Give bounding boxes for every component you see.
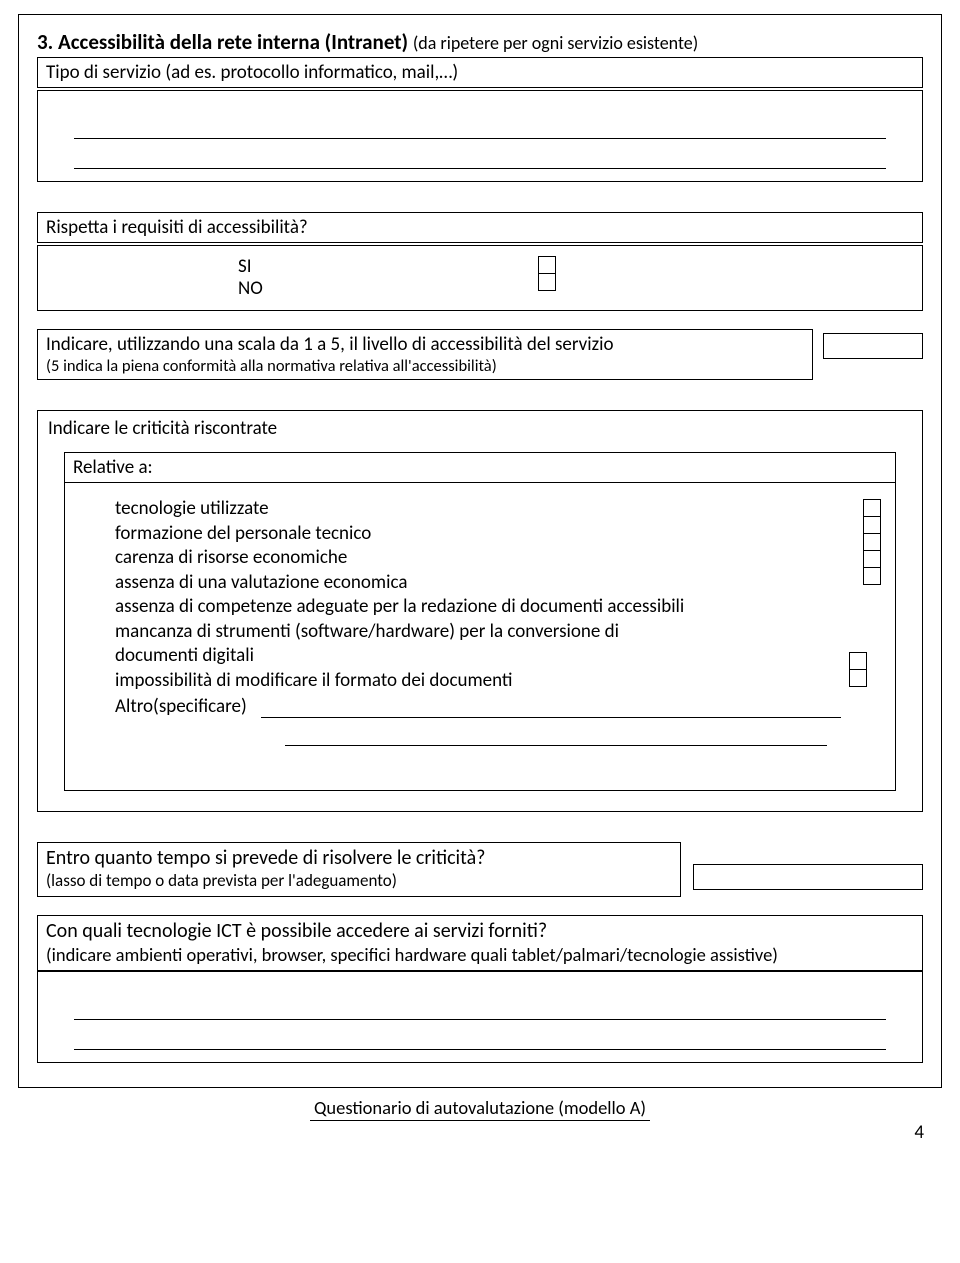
crit-item: assenza di una valutazione economica [115,571,881,596]
tempo-text-box: Entro quanto tempo si prevede di risolve… [37,842,681,897]
rispetta-label-box: Rispetta i requisiti di accessibilità? [37,212,923,243]
ict-text-box: Con quali tecnologie ICT è possibile acc… [37,915,923,971]
scale-text-box: Indicare, utilizzando una scala da 1 a 5… [37,329,813,380]
checkbox-column-1 [863,499,881,585]
footer-title: Questionario di autovalutazione (modello… [310,1096,650,1121]
criticita-inner-box: Relative a: tecnologie utilizzate formaz… [64,452,896,791]
tipo-servizio-input-area[interactable] [37,90,923,182]
crit-item: carenza di risorse economiche [115,546,881,571]
ict-sub: (indicare ambienti operativi, browser, s… [46,943,914,966]
scale-line1: Indicare, utilizzando una scala da 1 a 5… [46,333,804,356]
crit-item: assenza di competenze adeguate per la re… [115,595,881,620]
scale-row: Indicare, utilizzando una scala da 1 a 5… [37,329,923,380]
checkbox-item[interactable] [863,567,881,585]
rispetta-label: Rispetta i requisiti di accessibilità? [46,216,308,239]
checkbox-si[interactable] [538,256,556,274]
write-line[interactable] [74,1024,886,1050]
write-line[interactable] [74,113,886,139]
crit-item: documenti digitali [115,644,881,669]
write-line[interactable] [74,994,886,1020]
si-no-box: SI NO [37,245,923,311]
tempo-question: Entro quanto tempo si prevede di risolve… [46,846,672,870]
section-subtitle: (da ripetere per ogni servizio esistente… [413,32,698,54]
tempo-input[interactable] [693,864,923,890]
ict-question: Con quali tecnologie ICT è possibile acc… [46,919,914,943]
section-title: 3. Accessibilità della rete interna (Int… [37,29,923,55]
checkbox-item[interactable] [863,499,881,517]
altro-write-line[interactable] [261,696,841,718]
checkbox-item[interactable] [863,550,881,568]
checkbox-column-2 [849,652,867,687]
criticita-body: tecnologie utilizzate formazione del per… [65,483,895,746]
criticita-outer-box: Indicare le criticità riscontrate Relati… [37,410,923,812]
checkbox-item[interactable] [849,652,867,670]
checkbox-no[interactable] [538,273,556,291]
no-label: NO [238,278,538,300]
tempo-row: Entro quanto tempo si prevede di risolve… [37,842,923,897]
checkbox-item[interactable] [863,533,881,551]
crit-item: tecnologie utilizzate [115,497,881,522]
section-number: 3. [37,29,53,55]
relative-a-header: Relative a: [64,452,896,483]
section-main-title: Accessibilità della rete interna (Intran… [58,29,408,55]
footer: Questionario di autovalutazione (modello… [0,1096,960,1121]
crit-item: mancanza di strumenti (software/hardware… [115,620,881,645]
criticita-header: Indicare le criticità riscontrate [48,417,912,440]
scale-line2: (5 indica la piena conformità alla norma… [46,356,804,376]
checkbox-item[interactable] [863,516,881,534]
altro-write-line-2[interactable] [285,724,827,746]
si-label: SI [238,256,538,278]
write-line[interactable] [74,143,886,169]
tipo-servizio-label: Tipo di servizio (ad es. protocollo info… [46,61,458,84]
scale-input[interactable] [823,333,923,359]
page-frame: 3. Accessibilità della rete interna (Int… [18,14,942,1088]
tipo-servizio-label-box: Tipo di servizio (ad es. protocollo info… [37,57,923,88]
altro-row: Altro(specificare) [115,695,881,718]
altro-label: Altro(specificare) [115,695,247,718]
tempo-sub: (lasso di tempo o data prevista per l'ad… [46,870,672,891]
page-number: 4 [0,1121,960,1144]
checkbox-item[interactable] [849,669,867,687]
crit-item: formazione del personale tecnico [115,522,881,547]
crit-item: impossibilità di modificare il formato d… [115,669,881,694]
ict-input-area[interactable] [37,971,923,1063]
